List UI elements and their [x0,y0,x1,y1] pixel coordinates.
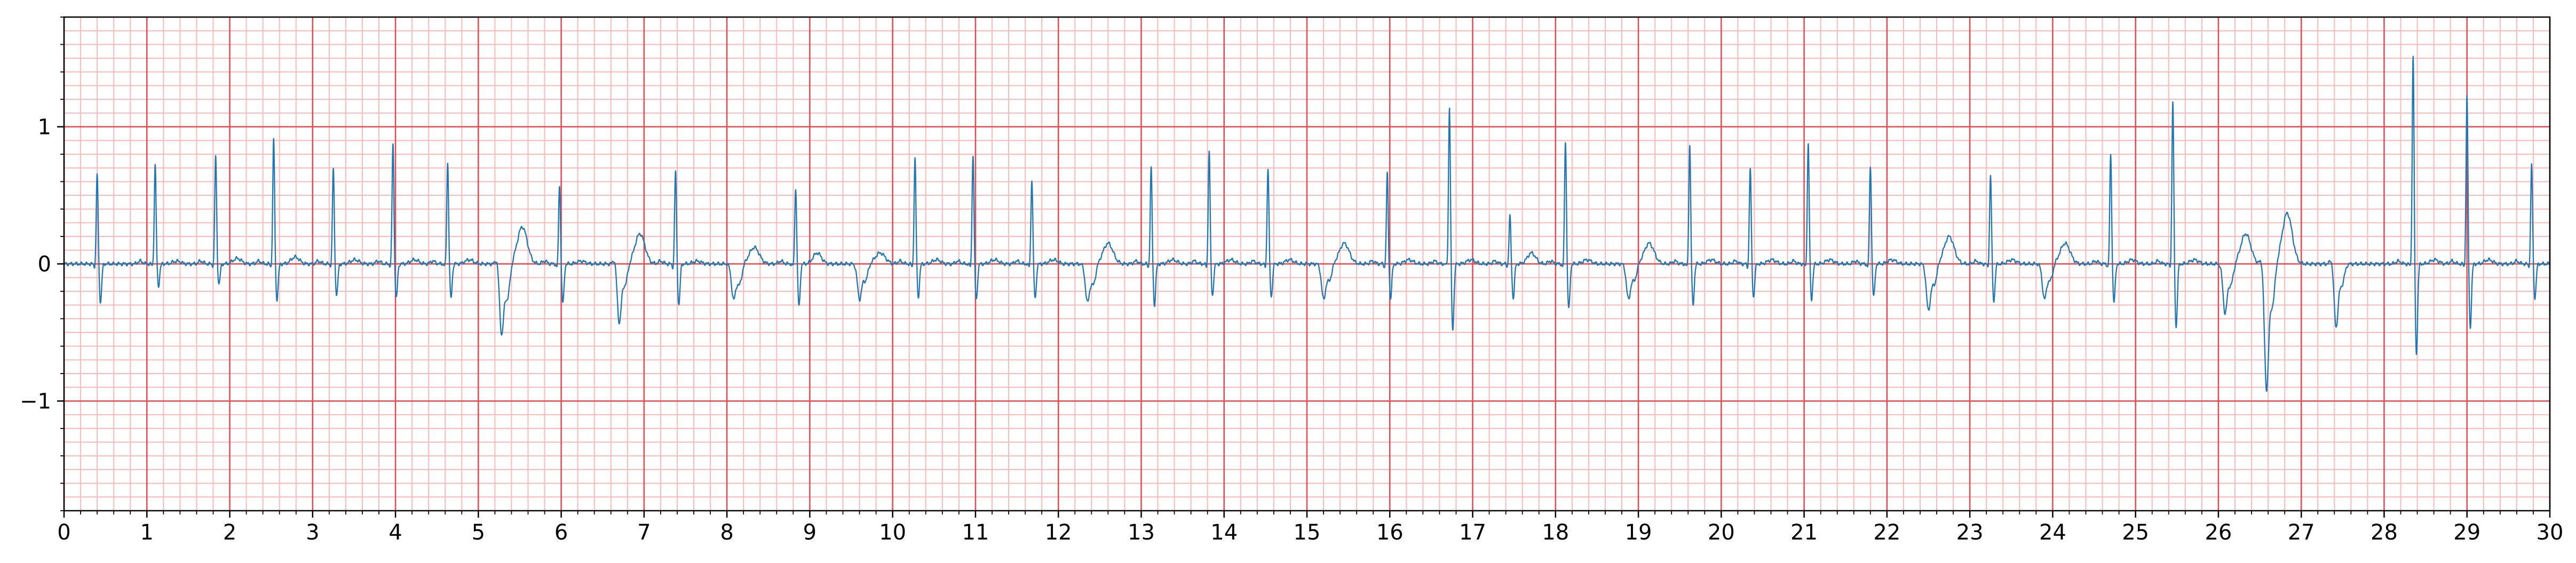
x-tick-label: 28 [2371,520,2398,545]
x-tick-label: 22 [1873,520,1900,545]
x-tick-label: 9 [803,520,817,545]
x-tick-label: 0 [57,520,70,545]
series-layer [64,55,2550,392]
y-tick-label: 0 [38,252,51,277]
x-tick-label: 16 [1376,520,1404,545]
x-tick-label: 5 [472,520,485,545]
x-tick-label: 10 [879,520,906,545]
y-tick-label: 1 [38,115,51,140]
tick-marks [57,17,2551,518]
x-tick-label: 26 [2205,520,2232,545]
x-tick-label: 23 [1956,520,1984,545]
x-tick-label: 24 [2039,520,2066,545]
x-tick-label: 12 [1045,520,1072,545]
x-tick-label: 29 [2453,520,2480,545]
x-tick-label: 7 [637,520,651,545]
x-tick-label: 1 [140,520,154,545]
x-tick-label: 8 [720,520,733,545]
ecg-trace [64,55,2550,392]
y-tick-label: −1 [20,389,51,414]
x-tick-label: 21 [1790,520,1818,545]
x-tick-label: 2 [223,520,236,545]
x-tick-label: 4 [389,520,402,545]
tick-labels: 0 1 2 3 4 5 6 7 8 9 10 11 12 13 14 15 16 17 18 19 20 21 22 23 24… [20,115,2563,545]
x-tick-label: 6 [554,520,568,545]
x-tick-label: 25 [2122,520,2149,545]
x-tick-label: 13 [1128,520,1155,545]
x-tick-label: 17 [1459,520,1486,545]
x-tick-label: 18 [1542,520,1569,545]
x-tick-label: 27 [2288,520,2315,545]
x-tick-label: 19 [1625,520,1652,545]
x-tick-label: 3 [306,520,319,545]
x-tick-label: 15 [1294,520,1321,545]
x-tick-label: 11 [962,520,989,545]
x-tick-label: 30 [2537,520,2564,545]
x-tick-label: 20 [1708,520,1735,545]
x-tick-label: 14 [1210,520,1238,545]
